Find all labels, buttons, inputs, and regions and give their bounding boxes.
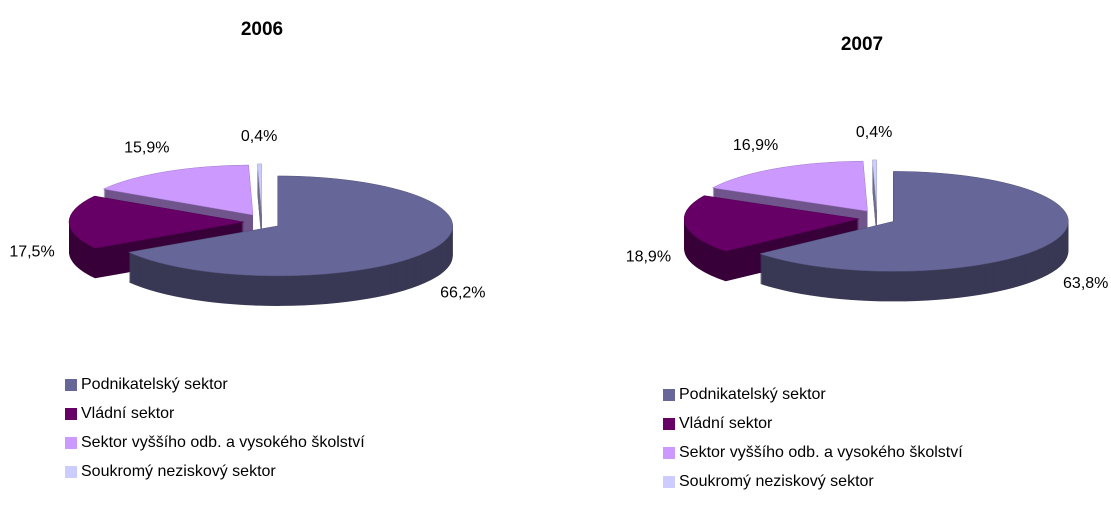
data-label: 0,4% [241, 128, 277, 145]
data-label: 17,5% [9, 243, 54, 260]
legend-swatch [65, 437, 77, 449]
pie-slice [683, 195, 860, 252]
legend-swatch [663, 476, 675, 488]
pie-slice [711, 160, 868, 212]
legend-swatch [663, 389, 675, 401]
pie-slice [872, 159, 878, 210]
chart-title: 2006 [241, 19, 283, 40]
legend-label: Soukromý neziskový sektor [81, 463, 276, 480]
legend-swatch [65, 408, 77, 420]
pie-slice [257, 163, 263, 214]
data-label: 15,9% [124, 140, 169, 157]
data-label: 0,4% [856, 124, 892, 141]
legend-label: Podnikatelský sektor [81, 376, 228, 393]
data-label: 18,9% [626, 249, 671, 266]
pie-slice [102, 164, 254, 216]
data-label: 63,8% [1063, 275, 1108, 292]
data-label: 16,9% [733, 137, 778, 154]
pie-slice [759, 171, 1069, 272]
legend-label: Sektor vyššího odb. a vysokého školství [679, 444, 963, 461]
chart-title: 2007 [841, 34, 883, 55]
legend-label: Podnikatelský sektor [679, 386, 826, 403]
legend-swatch [65, 466, 77, 478]
legend-swatch [663, 418, 675, 430]
legend-label: Soukromý neziskový sektor [679, 473, 874, 490]
legend-swatch [663, 447, 675, 459]
data-label: 66,2% [440, 285, 485, 302]
legend-label: Vládní sektor [81, 405, 175, 422]
pie-slice [127, 175, 453, 277]
pie-slice [68, 195, 245, 249]
legend-swatch [65, 379, 77, 391]
legend-label: Vládní sektor [679, 415, 773, 432]
legend-label: Sektor vyššího odb. a vysokého školství [81, 434, 365, 451]
